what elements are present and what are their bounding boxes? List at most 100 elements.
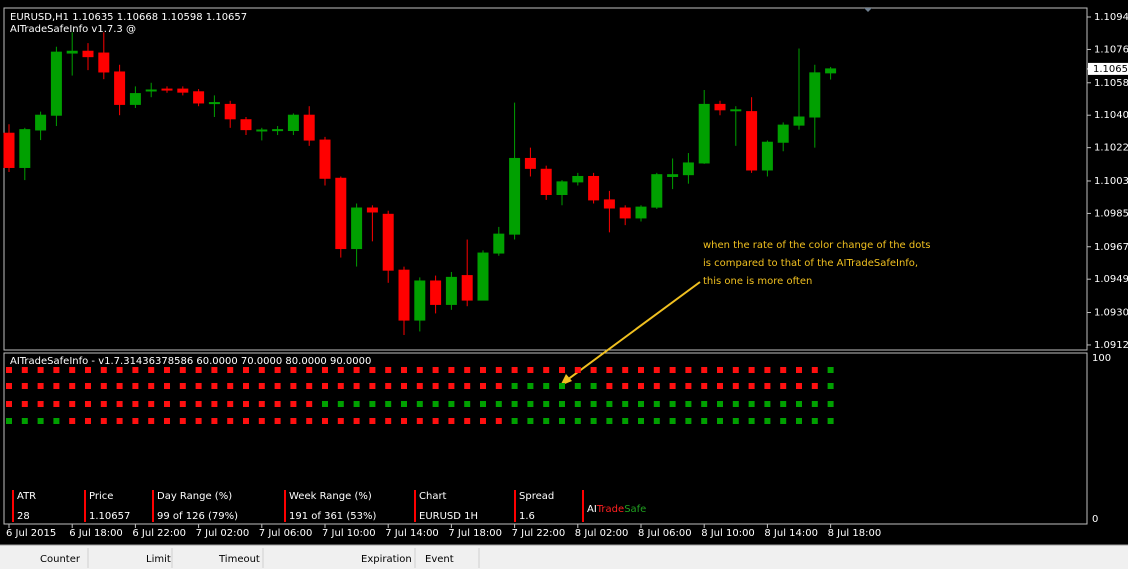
- signal-dot: [337, 367, 344, 373]
- signal-dot: [574, 418, 581, 424]
- candle-body: [287, 114, 299, 132]
- shift-marker: [864, 8, 872, 12]
- signal-dot: [416, 367, 423, 373]
- signal-dot: [37, 383, 44, 389]
- signal-dot: [164, 401, 170, 407]
- candle-body: [793, 116, 805, 126]
- signal-dot: [685, 418, 692, 424]
- candle-body: [509, 157, 521, 235]
- signal-dot: [764, 418, 771, 424]
- signal-dot: [37, 401, 44, 407]
- signal-dot: [85, 418, 91, 424]
- column-header[interactable]: Counter: [40, 554, 81, 565]
- signal-dot: [574, 401, 581, 407]
- signal-dot: [258, 383, 265, 389]
- candle-body: [398, 269, 410, 321]
- indicator-label: AITradeSafeInfo v1.7.3 @: [10, 24, 136, 35]
- candle-body: [414, 280, 426, 321]
- signal-dot: [116, 383, 123, 389]
- signal-dot: [811, 418, 818, 424]
- signal-dot: [701, 367, 708, 373]
- signal-dot: [764, 401, 771, 407]
- signal-dot: [306, 367, 313, 373]
- y-tick-label: 1.09490: [1094, 274, 1128, 285]
- signal-dot: [211, 367, 218, 373]
- candle-body: [129, 93, 141, 105]
- signal-dot: [780, 383, 787, 389]
- signal-dot: [401, 367, 407, 373]
- signal-dot: [337, 401, 344, 407]
- signal-dot: [179, 418, 186, 424]
- signal-dot: [306, 401, 313, 407]
- signal-dot: [685, 367, 692, 373]
- candle-body: [682, 162, 694, 176]
- signal-dot: [495, 418, 502, 424]
- signal-dot: [353, 401, 360, 407]
- signal-dot: [385, 367, 392, 373]
- candle-body: [114, 71, 126, 105]
- candle-body: [193, 91, 205, 104]
- signal-dot: [638, 383, 644, 389]
- signal-dot: [622, 383, 629, 389]
- candle-body: [335, 177, 347, 250]
- signal-dot: [811, 383, 818, 389]
- info-marker: [414, 490, 416, 522]
- signal-dot: [606, 401, 613, 407]
- candle-body: [366, 207, 378, 213]
- signal-dot: [638, 367, 644, 373]
- signal-dot: [85, 383, 91, 389]
- column-header[interactable]: Event: [425, 554, 454, 565]
- signal-dot: [37, 418, 44, 424]
- candle-body: [3, 132, 15, 168]
- candle-body: [825, 68, 837, 74]
- signal-dot: [6, 418, 12, 424]
- signal-dot: [717, 401, 723, 407]
- x-tick-label: 7 Jul 10:00: [322, 528, 376, 539]
- candle-body: [714, 103, 726, 111]
- signal-dot: [416, 383, 423, 389]
- column-header[interactable]: Timeout: [218, 554, 260, 565]
- annotation: this one is more often: [703, 276, 812, 287]
- signal-dot: [37, 367, 44, 373]
- signal-dot: [306, 418, 313, 424]
- candle-body: [272, 129, 284, 132]
- info-marker: [12, 490, 14, 522]
- column-header[interactable]: Limit: [146, 554, 171, 565]
- signal-dot: [53, 383, 60, 389]
- logo-part: Safe: [624, 504, 646, 515]
- subwindow-title: AITradeSafeInfo - v1.7.31436378586 60.00…: [10, 356, 371, 367]
- signal-dot: [717, 383, 723, 389]
- candle-body: [619, 207, 631, 219]
- signal-dot: [85, 367, 91, 373]
- signal-dot: [132, 401, 139, 407]
- signal-dot: [669, 383, 676, 389]
- candle-body: [698, 103, 710, 164]
- signal-dot: [195, 367, 202, 373]
- signal-dot: [164, 367, 170, 373]
- signal-dot: [100, 367, 107, 373]
- signal-dot: [764, 383, 771, 389]
- x-tick-label: 8 Jul 02:00: [575, 528, 629, 539]
- signal-dot: [480, 383, 486, 389]
- signal-dot: [590, 401, 597, 407]
- signal-dot: [480, 418, 486, 424]
- signal-dot: [227, 401, 234, 407]
- signal-dot: [811, 401, 818, 407]
- info-label: ATR: [17, 491, 36, 502]
- signal-dot: [827, 401, 834, 407]
- signal-dot: [495, 383, 502, 389]
- signal-dot: [511, 367, 518, 373]
- signal-dot: [685, 383, 692, 389]
- y-tick-label: 1.09305: [1094, 308, 1128, 319]
- signal-dot: [717, 418, 723, 424]
- signal-dot: [369, 418, 376, 424]
- candle-body: [746, 111, 758, 171]
- info-label: Week Range (%): [289, 491, 372, 502]
- candle-body: [66, 50, 78, 54]
- signal-dot: [796, 401, 802, 407]
- signal-dot: [448, 367, 455, 373]
- info-marker: [152, 490, 154, 522]
- column-header[interactable]: Expiration: [361, 554, 412, 565]
- info-value: 99 of 126 (79%): [157, 511, 238, 522]
